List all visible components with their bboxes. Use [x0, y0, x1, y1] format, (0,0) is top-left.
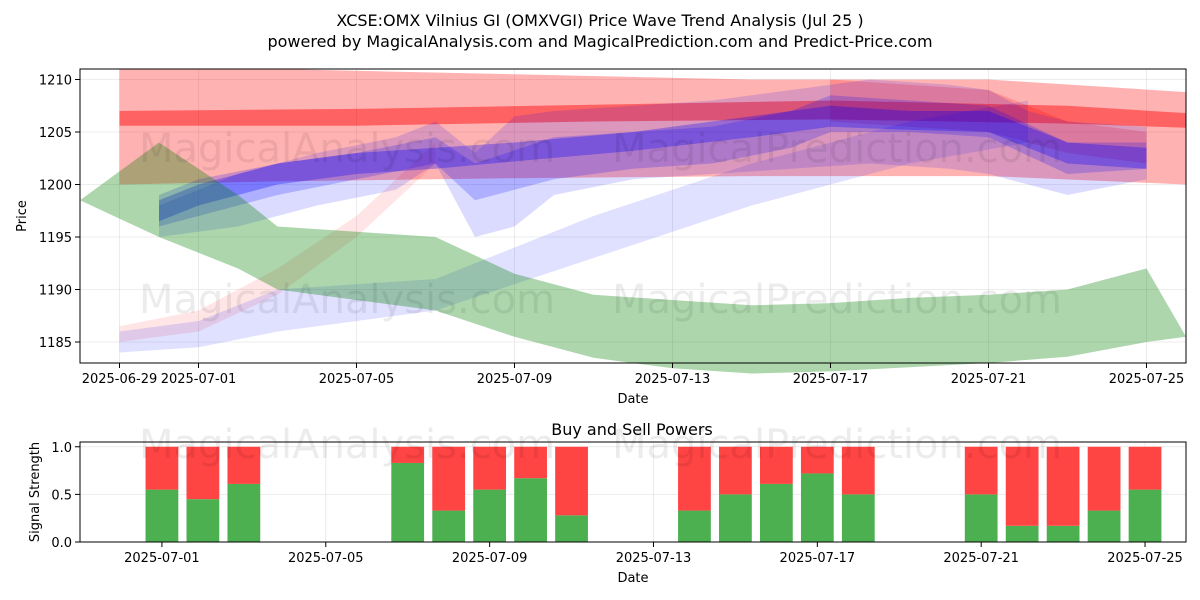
sell-bar — [1046, 446, 1080, 526]
sell-bar — [841, 446, 875, 495]
price-band-red — [830, 79, 1147, 164]
price-x-tick-label: 2025-07-25 — [1109, 372, 1185, 387]
price-y-tick-label: 1185 — [39, 336, 72, 351]
signal-x-tick-label: 2025-07-05 — [288, 551, 364, 566]
price-axes: 2025-06-29 2025-07-01 2025-07-05 2025-07-09… — [39, 74, 1184, 388]
buy-bar — [1128, 489, 1162, 542]
price-x-tick-label: 2025-07-05 — [319, 372, 395, 387]
sell-bar — [1087, 446, 1121, 511]
sell-bar — [719, 446, 752, 495]
price-y-tick-label: 1210 — [39, 74, 72, 89]
buy-bar — [719, 494, 752, 542]
buy-bar — [227, 483, 261, 542]
signal-x-axis-title: Date — [617, 571, 648, 586]
chart-title-line2: powered by MagicalAnalysis.com and Magic… — [267, 32, 932, 51]
signal-x-tick-label: 2025-07-17 — [780, 551, 856, 566]
signal-y-axis-title: Signal Strength — [28, 442, 43, 542]
sell-bar — [432, 446, 466, 511]
sell-bar — [514, 446, 547, 479]
signal-y-tick-label: 0.5 — [51, 488, 72, 503]
signal-panel: Buy and Sell Powers MagicalAnalysis.com … — [28, 420, 1187, 586]
buy-bar — [473, 489, 507, 542]
price-x-tick-label: 2025-06-29 — [82, 372, 158, 387]
buy-bar — [841, 494, 875, 542]
buy-bar — [964, 494, 998, 542]
buy-bar — [1046, 525, 1080, 542]
signal-x-tick-label: 2025-07-13 — [616, 551, 692, 566]
buy-bar — [514, 478, 547, 542]
watermark-prediction-top: MagicalPrediction.com — [612, 126, 1062, 172]
price-plot-frame — [79, 68, 1187, 364]
signal-x-tick-label: 2025-07-01 — [124, 551, 200, 566]
sell-bar — [964, 446, 998, 495]
buy-bar — [555, 515, 588, 542]
sell-bar — [145, 446, 179, 490]
price-band-red — [119, 69, 1186, 185]
chart-title-line1: XCSE:OMX Vilnius GI (OMXVGI) Price Wave … — [336, 11, 863, 30]
price-band-blue — [159, 79, 1147, 237]
signal-x-tick-label: 2025-07-25 — [1107, 551, 1183, 566]
signal-chart-title: Buy and Sell Powers — [551, 420, 713, 439]
price-grid — [80, 69, 1186, 363]
price-band-blue — [159, 105, 1147, 222]
sell-bar — [678, 446, 711, 511]
buy-bar — [1087, 510, 1121, 542]
signal-bars — [145, 446, 1162, 542]
sell-bar — [759, 446, 793, 484]
sell-bar — [1005, 446, 1039, 526]
price-band-blue — [159, 95, 1147, 227]
price-y-axis-title: Price — [15, 200, 30, 232]
buy-bar — [800, 473, 834, 542]
signal-x-tick-label: 2025-07-09 — [452, 551, 528, 566]
signal-y-tick-label: 1.0 — [51, 441, 72, 456]
buy-bar — [145, 489, 179, 542]
price-y-tick-label: 1195 — [39, 231, 72, 246]
sell-bar — [800, 446, 834, 474]
price-y-tick-label: 1205 — [39, 126, 72, 141]
watermark-analysis-bottom: MagicalAnalysis.com — [139, 422, 555, 468]
signal-axes: 2025-07-01 2025-07-05 2025-07-09 2025-07-13… — [51, 441, 1183, 566]
price-band-blue — [119, 100, 1028, 353]
buy-bar — [678, 510, 711, 542]
sell-bar — [391, 446, 425, 463]
price-x-tick-label: 2025-07-17 — [793, 372, 869, 387]
signal-y-tick-label: 0.0 — [51, 536, 72, 551]
price-x-tick-label: 2025-07-13 — [635, 372, 711, 387]
buy-bar — [391, 462, 425, 542]
sell-bar — [186, 446, 220, 500]
price-bands — [80, 69, 1186, 374]
sell-bar — [555, 446, 588, 516]
price-band-green — [80, 142, 1186, 374]
price-band-red — [119, 142, 436, 342]
buy-bar — [759, 483, 793, 542]
price-x-axis-title: Date — [617, 392, 648, 407]
watermark-prediction-mid: MagicalPrediction.com — [612, 277, 1062, 323]
price-panel: MagicalAnalysis.com MagicalPrediction.co… — [15, 68, 1187, 407]
buy-bar — [186, 499, 220, 542]
buy-bar — [1005, 525, 1039, 542]
signal-x-tick-label: 2025-07-21 — [943, 551, 1019, 566]
price-y-tick-label: 1190 — [39, 284, 72, 299]
price-y-tick-label: 1200 — [39, 179, 72, 194]
sell-bar — [227, 446, 261, 484]
watermark-analysis-top: MagicalAnalysis.com — [139, 126, 555, 172]
price-x-tick-label: 2025-07-21 — [951, 372, 1027, 387]
sell-bar — [473, 446, 507, 490]
signal-plot-frame — [79, 441, 1187, 543]
sell-bar — [1128, 446, 1162, 490]
price-band-red — [119, 100, 1186, 128]
watermark-analysis-mid: MagicalAnalysis.com — [139, 277, 555, 323]
price-x-tick-label: 2025-07-01 — [161, 372, 237, 387]
watermark-prediction-bottom: MagicalPrediction.com — [612, 422, 1062, 468]
buy-bar — [432, 510, 466, 542]
price-x-tick-label: 2025-07-09 — [477, 372, 553, 387]
